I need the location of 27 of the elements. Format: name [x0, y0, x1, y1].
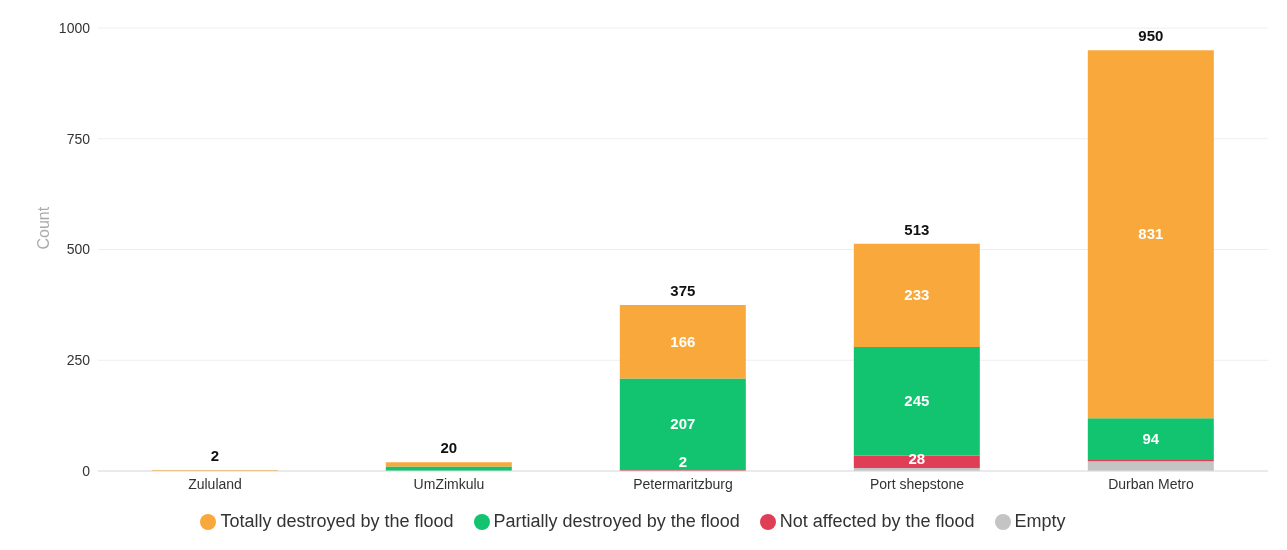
- legend-label: Not affected by the flood: [779, 511, 975, 531]
- data-label: 166: [670, 332, 696, 350]
- total-label: 950: [1138, 27, 1164, 45]
- x-tick-label: UmZimkulu: [413, 475, 485, 492]
- y-tick-label: 500: [66, 241, 91, 258]
- data-label: 94: [1142, 430, 1160, 448]
- legend-label: Empty: [1014, 511, 1066, 531]
- x-tick-label: Durban Metro: [1108, 475, 1195, 492]
- total-label: 513: [904, 220, 930, 238]
- total-label: 2: [210, 447, 219, 465]
- x-tick-label: Petermaritzburg: [633, 475, 733, 492]
- data-label: 233: [904, 286, 930, 304]
- y-tick-label: 750: [66, 130, 91, 147]
- y-axis-title: Count: [34, 206, 52, 250]
- legend-label: Totally destroyed by the flood: [220, 511, 454, 531]
- x-tick-label: Zululand: [188, 475, 242, 492]
- total-label: 375: [670, 281, 696, 299]
- total-label: 20: [440, 439, 458, 457]
- y-tick-label: 1000: [58, 19, 91, 36]
- data-label: 245: [904, 392, 930, 410]
- x-tick-label: Port shepstone: [869, 475, 965, 492]
- y-tick-label: 250: [66, 352, 91, 369]
- data-label: 831: [1138, 225, 1164, 243]
- data-label: 207: [670, 415, 696, 433]
- legend-label: Partially destroyed by the flood: [493, 511, 740, 531]
- y-tick-label: 0: [82, 462, 91, 479]
- data-label: 2: [678, 453, 687, 470]
